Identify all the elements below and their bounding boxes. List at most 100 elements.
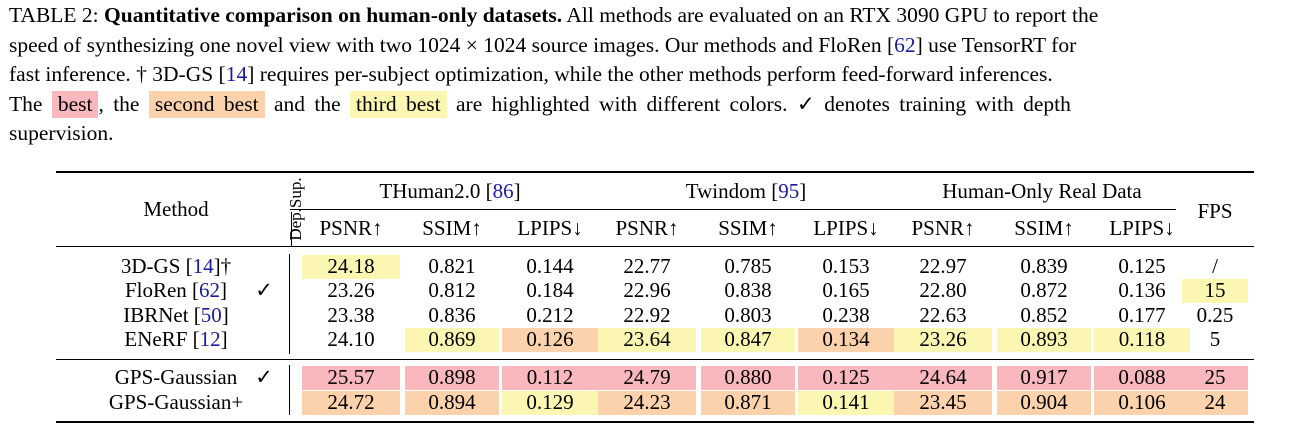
table-top-rule bbox=[56, 171, 1254, 173]
fps-value: / bbox=[1212, 254, 1218, 278]
metric-value: 0.836 bbox=[428, 303, 476, 327]
fps-value: 0.25 bbox=[1196, 303, 1234, 327]
dataset-header: Twindom [95] bbox=[598, 179, 894, 203]
rank-highlight bbox=[701, 328, 795, 352]
metric-value: 0.136 bbox=[1118, 278, 1166, 302]
caption-text: The bbox=[9, 91, 43, 116]
metric-value: 0.184 bbox=[526, 278, 574, 302]
metric-value: 24.72 bbox=[327, 390, 375, 414]
table-header-rule bbox=[56, 246, 1254, 247]
metric-value: 0.821 bbox=[428, 254, 476, 278]
dep-column-separator bbox=[289, 365, 290, 415]
caption-line-3: fast inference. † 3D-GS [14] requires pe… bbox=[9, 60, 1296, 90]
citation-link[interactable]: 62 bbox=[199, 278, 221, 302]
metric-value: 25.57 bbox=[327, 365, 375, 389]
metric-value: 0.118 bbox=[1118, 327, 1166, 351]
metric-value: 0.893 bbox=[1020, 327, 1068, 351]
rank-highlight bbox=[701, 391, 795, 415]
method-name: IBRNet [50] bbox=[56, 303, 296, 327]
citation-link[interactable]: 14 bbox=[192, 254, 214, 278]
metric-value: 0.785 bbox=[724, 254, 772, 278]
fps-value: 15 bbox=[1204, 278, 1226, 302]
citation-link[interactable]: 50 bbox=[200, 303, 222, 327]
metric-value: 23.45 bbox=[919, 390, 967, 414]
metric-value: 0.894 bbox=[428, 390, 476, 414]
rank-highlight bbox=[598, 328, 696, 352]
metric-value: 22.77 bbox=[623, 254, 671, 278]
metric-value: 0.880 bbox=[724, 365, 772, 389]
metric-value: 0.165 bbox=[822, 278, 870, 302]
metric-header: LPIPS↓ bbox=[813, 216, 879, 240]
rank-highlight bbox=[405, 366, 499, 390]
rank-highlight bbox=[1182, 391, 1248, 415]
method-label: ]† bbox=[213, 254, 232, 278]
dep-column-separator bbox=[289, 254, 290, 354]
dataset-header: Human-Only Real Data bbox=[894, 179, 1190, 203]
method-name: GPS-Gaussian+ bbox=[56, 390, 296, 414]
metric-value: 0.177 bbox=[1118, 303, 1166, 327]
rank-highlight bbox=[598, 366, 696, 390]
metric-value: 22.63 bbox=[919, 303, 967, 327]
caption-text: All methods are evaluated on an RTX 3090… bbox=[566, 3, 1099, 27]
fps-value: 24 bbox=[1204, 390, 1226, 414]
citation-link[interactable]: 86 bbox=[492, 179, 514, 203]
metric-value: 22.96 bbox=[623, 278, 671, 302]
metric-value: 0.125 bbox=[822, 365, 870, 389]
rank-highlight bbox=[502, 366, 598, 390]
rank-highlight bbox=[997, 391, 1091, 415]
rank-highlight bbox=[798, 366, 894, 390]
depth-supervision-check: ✓ bbox=[255, 278, 273, 302]
metric-value: 23.26 bbox=[327, 278, 375, 302]
metric-header: SSIM↑ bbox=[1014, 216, 1074, 240]
rank-highlight bbox=[1182, 366, 1248, 390]
method-name: GPS-Gaussian bbox=[56, 365, 296, 389]
method-header: Method bbox=[143, 197, 209, 221]
metric-value: 22.97 bbox=[919, 254, 967, 278]
rank-highlight bbox=[798, 328, 894, 352]
citation-link[interactable]: 12 bbox=[199, 327, 221, 351]
fps-value: 5 bbox=[1209, 327, 1221, 351]
metric-value: 0.803 bbox=[724, 303, 772, 327]
rank-highlight bbox=[405, 391, 499, 415]
table-bottom-rule bbox=[56, 421, 1254, 423]
metric-value: 0.847 bbox=[724, 327, 772, 351]
method-name: ENeRF [12] bbox=[56, 327, 296, 351]
metric-value: 0.869 bbox=[428, 327, 476, 351]
metric-value: 22.80 bbox=[919, 278, 967, 302]
metric-value: 0.871 bbox=[724, 390, 772, 414]
metric-value: 23.64 bbox=[623, 327, 671, 351]
rank-highlight bbox=[894, 328, 992, 352]
legend-third-swatch: third best bbox=[350, 90, 447, 118]
metric-value: 0.129 bbox=[526, 390, 574, 414]
metric-value: 0.917 bbox=[1020, 365, 1068, 389]
metric-value: 24.18 bbox=[327, 254, 375, 278]
metric-value: 24.23 bbox=[623, 390, 671, 414]
legend-best-swatch: best bbox=[51, 90, 99, 118]
method-label: 3D-GS [ bbox=[120, 254, 193, 278]
caption-text: ] requires per-subject optimization, whi… bbox=[247, 62, 1053, 86]
rank-highlight bbox=[1094, 328, 1190, 352]
rank-highlight bbox=[405, 328, 499, 352]
dataset-name: THuman2.0 [ bbox=[379, 179, 493, 203]
metric-value: 0.141 bbox=[822, 390, 870, 414]
rank-highlight bbox=[502, 391, 598, 415]
method-label: ] bbox=[220, 327, 228, 351]
results-table: Method Dep.Sup. THuman2.0 [86] Twindom [95]… bbox=[56, 171, 1254, 423]
caption-line-2: speed of synthesizing one novel view wit… bbox=[9, 31, 1296, 61]
table-caption: TABLE 2: Quantitative comparison on huma… bbox=[9, 1, 1296, 149]
metric-header: PSNR↑ bbox=[911, 216, 975, 240]
citation-link[interactable]: 95 bbox=[778, 179, 800, 203]
metric-value: 0.112 bbox=[526, 365, 574, 389]
legend-second-swatch: second best bbox=[148, 90, 265, 118]
method-label: GPS-Gaussian+ bbox=[108, 390, 244, 414]
caption-text: supervision. bbox=[9, 121, 114, 145]
metric-value: 0.838 bbox=[724, 278, 772, 302]
metric-value: 0.852 bbox=[1020, 303, 1068, 327]
metric-value: 0.872 bbox=[1020, 278, 1068, 302]
metric-value: 0.153 bbox=[822, 254, 870, 278]
citation-link[interactable]: 14 bbox=[225, 62, 248, 86]
metric-value: 0.126 bbox=[526, 327, 574, 351]
metric-header: PSNR↑ bbox=[319, 216, 383, 240]
rank-highlight bbox=[997, 366, 1091, 390]
citation-link[interactable]: 62 bbox=[894, 32, 916, 57]
